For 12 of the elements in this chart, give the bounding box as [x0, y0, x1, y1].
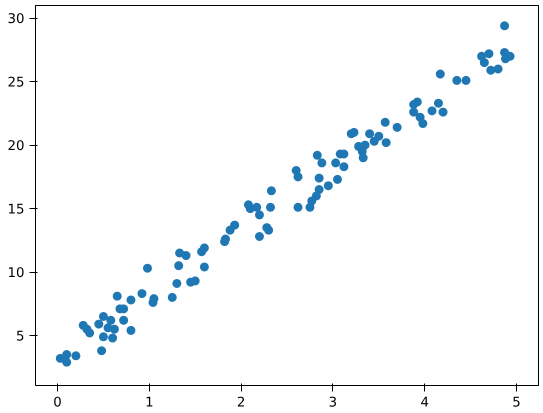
y-tick-label: 20 — [8, 139, 25, 154]
x-tick-label: 1 — [145, 396, 154, 410]
y-tick-label: 25 — [8, 76, 25, 91]
x-tick-label: 2 — [236, 396, 246, 410]
y-tick-label: 15 — [8, 202, 25, 218]
x-tick-label: 3 — [328, 396, 338, 410]
y-tick-label: 30 — [8, 12, 25, 28]
y-tick-label: 5 — [16, 329, 25, 344]
x-tick-label: 4 — [420, 396, 429, 410]
x-tick-label: 0 — [53, 396, 62, 410]
y-tick-label: 10 — [8, 266, 25, 282]
x-tick-label: 5 — [512, 396, 521, 410]
